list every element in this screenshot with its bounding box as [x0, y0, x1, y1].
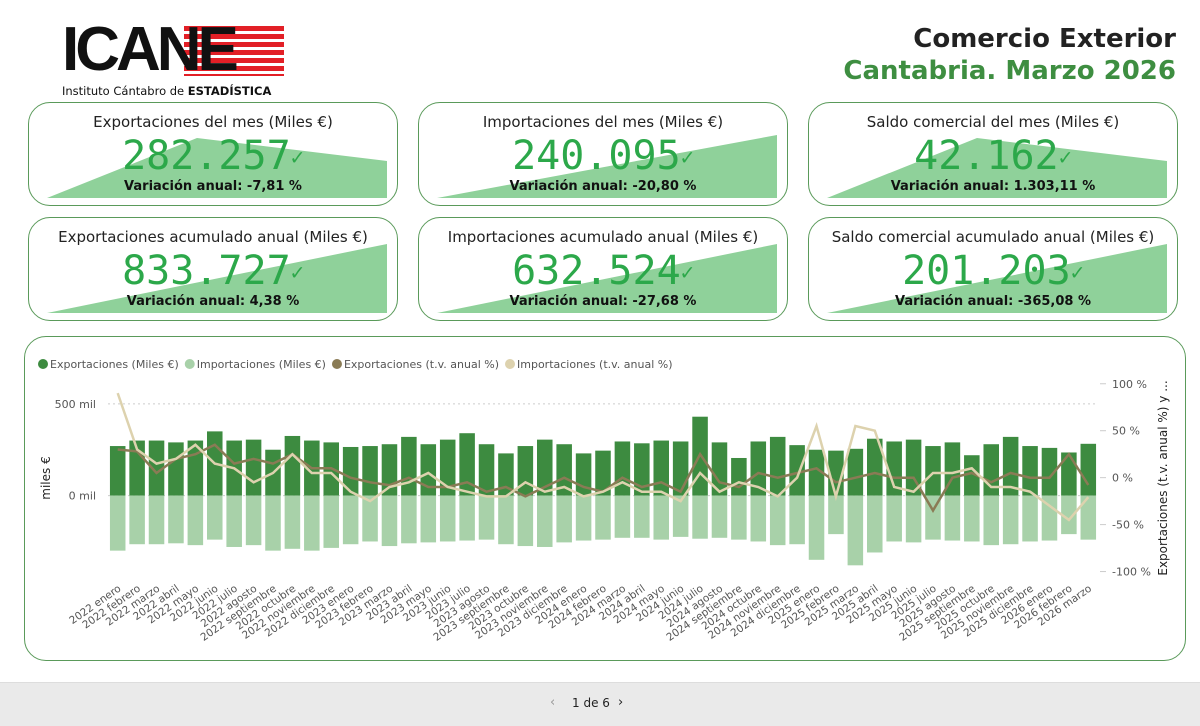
card-title: Exportaciones acumulado anual (Miles €) — [58, 228, 368, 246]
sparkline-area — [827, 244, 1167, 313]
kpi-card: Importaciones acumulado anual (Miles €) … — [418, 217, 788, 321]
check-icon: ✓ — [290, 145, 304, 171]
card-variation: Variación anual: 1.303,11 % — [890, 179, 1096, 194]
card-variation: Variación anual: -20,80 % — [509, 179, 697, 194]
check-icon: ✓ — [1070, 260, 1084, 286]
card-title: Saldo comercial acumulado anual (Miles €… — [831, 228, 1155, 246]
card-value: 632.524 — [512, 248, 681, 294]
card-title: Importaciones del mes (Miles €) — [482, 113, 724, 131]
page-indicator: 1 de 6 — [572, 696, 610, 710]
check-icon: ✓ — [680, 260, 694, 286]
card-variation: Variación anual: -7,81 % — [124, 179, 302, 194]
card-title: Saldo comercial del mes (Miles €) — [866, 113, 1120, 131]
title: Comercio Exterior — [913, 24, 1176, 54]
prev-page[interactable]: ‹ — [550, 695, 556, 710]
kpi-card: Saldo comercial acumulado anual (Miles €… — [808, 217, 1178, 321]
sparkline-area — [47, 244, 387, 313]
logo-text: ICANE — [62, 15, 239, 84]
kpi-card: Saldo comercial del mes (Miles €) 42.162… — [808, 102, 1178, 206]
kpi-card: Exportaciones acumulado anual (Miles €) … — [28, 217, 398, 321]
card-title: Exportaciones del mes (Miles €) — [93, 113, 333, 131]
card-value: 833.727 — [122, 248, 291, 294]
subtitle: Cantabria. Marzo 2026 — [843, 56, 1176, 86]
card-title: Importaciones acumulado anual (Miles €) — [447, 228, 759, 246]
sparkline-area — [47, 138, 387, 198]
card-value: 240.095 — [512, 133, 681, 179]
sparkline-area — [437, 135, 777, 198]
check-icon: ✓ — [680, 145, 694, 171]
logo: ICANE Instituto Cántabro de ESTADÍSTICA — [62, 15, 284, 98]
card-variation: Variación anual: -27,68 % — [509, 294, 697, 309]
card-value: 282.257 — [122, 133, 291, 179]
chart-panel — [24, 336, 1186, 661]
logo-subtitle-bold: ESTADÍSTICA — [187, 84, 272, 98]
logo-subtitle: Instituto Cántabro de — [62, 84, 185, 98]
kpi-card: Exportaciones del mes (Miles €) 282.257✓… — [28, 102, 398, 206]
check-icon: ✓ — [1058, 145, 1072, 171]
card-value: 201.203 — [902, 248, 1071, 294]
kpi-card: Importaciones del mes (Miles €) 240.095✓… — [418, 102, 788, 206]
sparkline-area — [437, 244, 777, 313]
check-icon: ✓ — [290, 260, 304, 286]
card-variation: Variación anual: -365,08 % — [895, 294, 1091, 309]
next-page[interactable]: › — [618, 695, 624, 710]
footer-bar: ‹ 1 de 6 › — [0, 682, 1200, 726]
sparkline-area — [827, 138, 1167, 198]
card-variation: Variación anual: 4,38 % — [126, 294, 300, 309]
card-value: 42.162 — [914, 133, 1059, 179]
